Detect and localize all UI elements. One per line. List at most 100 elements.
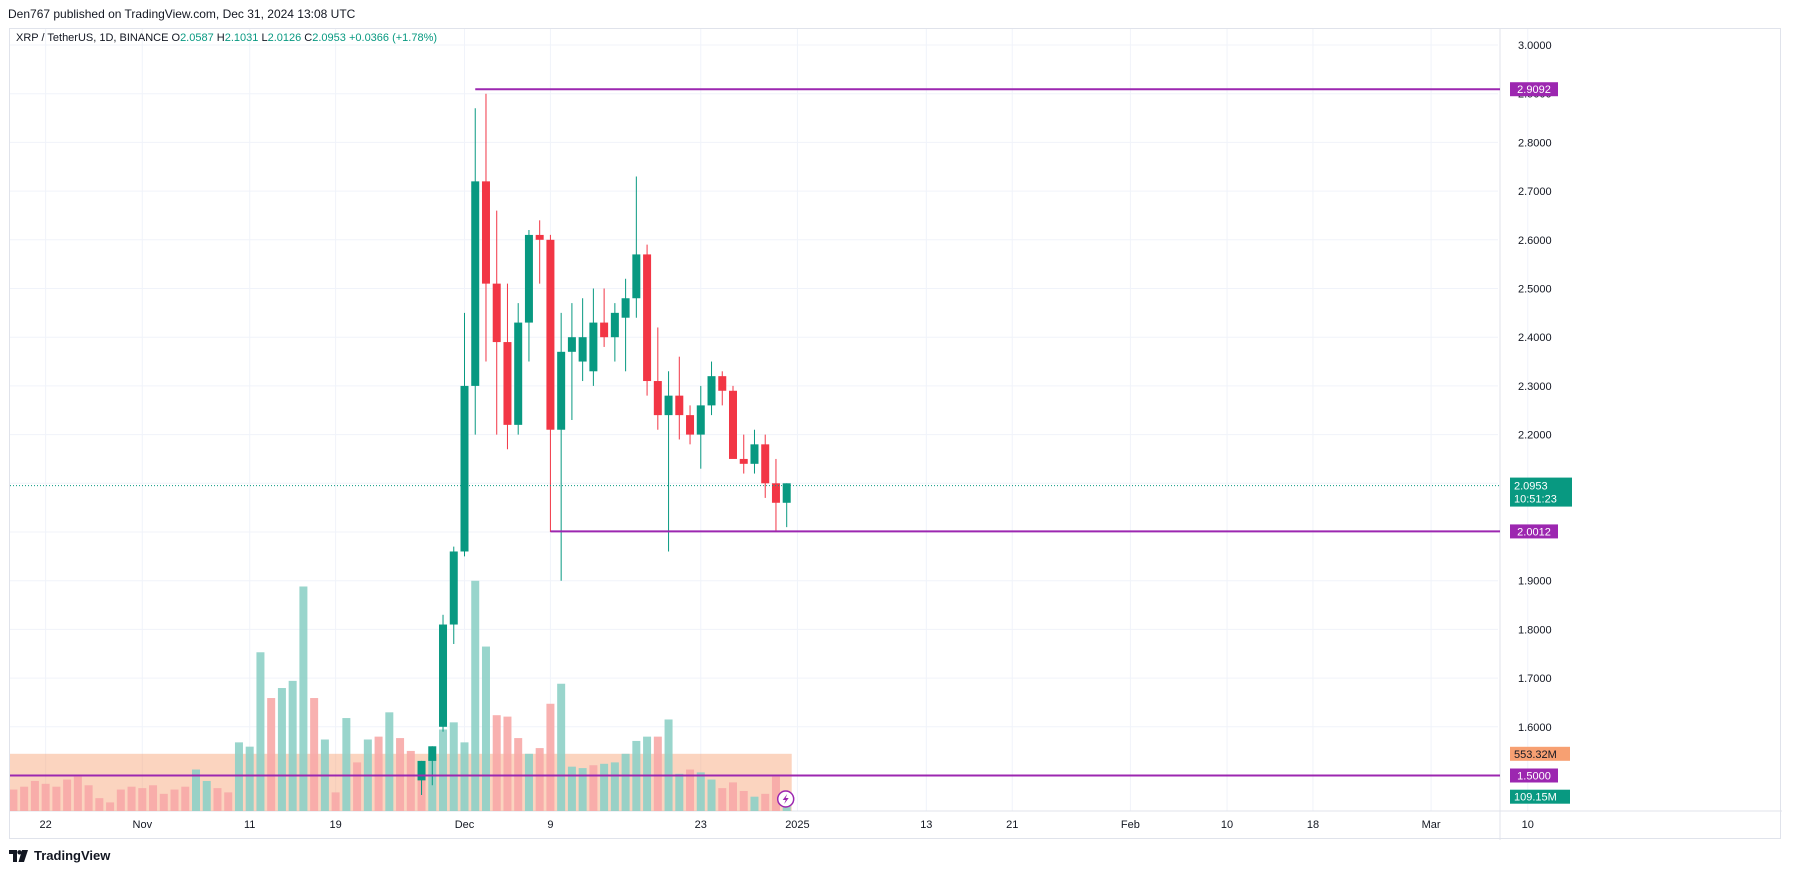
candle-body[interactable] (492, 283, 501, 343)
candle-body[interactable] (782, 483, 791, 503)
candle-body[interactable] (718, 376, 727, 391)
volume-badge (1510, 746, 1570, 761)
y-tick-label: 2.5000 (1518, 284, 1552, 296)
volume-bar (460, 742, 469, 811)
volume-bar (149, 785, 158, 811)
candle-body[interactable] (632, 254, 641, 299)
candle-body[interactable] (546, 239, 555, 430)
candle-body[interactable] (503, 342, 512, 425)
candle-body[interactable] (686, 415, 695, 435)
candle-body[interactable] (664, 395, 673, 416)
candle-body[interactable] (449, 551, 458, 625)
candle-body[interactable] (643, 254, 652, 382)
volume-bar (696, 772, 705, 811)
volume-badge-label: 109.15M (1514, 792, 1557, 804)
tradingview-footer[interactable]: TradingView (9, 848, 110, 863)
x-tick-label: Nov (133, 819, 153, 831)
volume-bar (406, 750, 415, 811)
change-value: +0.0366 (+1.78%) (349, 32, 437, 44)
volume-bar (63, 779, 72, 811)
candle-body[interactable] (535, 234, 544, 240)
x-tick-label: 11 (244, 819, 255, 831)
candle-body[interactable] (707, 376, 716, 406)
candle-body[interactable] (471, 181, 480, 386)
candle-body[interactable] (428, 746, 437, 761)
volume-bar (589, 765, 598, 811)
candle-body[interactable] (481, 181, 490, 284)
lightning-icon[interactable] (776, 790, 795, 808)
level-badge[interactable] (1510, 82, 1558, 97)
publisher-header: Den767 published on TradingView.com, Dec… (8, 7, 356, 21)
symbol-label: XRP / TetherUS, 1D, BINANCE (16, 32, 168, 44)
candle-body[interactable] (439, 624, 448, 727)
y-tick-label: 1.7000 (1518, 673, 1552, 685)
candle-body[interactable] (761, 444, 770, 484)
volume-bar (331, 792, 340, 811)
volume-bar (30, 780, 39, 811)
y-tick-label: 1.9000 (1518, 576, 1552, 588)
level-badge[interactable] (1510, 768, 1558, 783)
candle-body[interactable] (524, 234, 533, 323)
chart-frame[interactable]: 3.00002.90002.80002.70002.60002.50002.40… (9, 28, 1782, 840)
candle-body[interactable] (675, 395, 684, 416)
candle-body[interactable] (610, 312, 619, 338)
last-price-label: 2.0953 (1514, 481, 1548, 493)
volume-bar (374, 736, 383, 811)
tradingview-logo-icon (9, 849, 29, 862)
candle-body[interactable] (739, 458, 748, 464)
volume-bar (116, 789, 125, 811)
last-price-badge (1510, 477, 1572, 507)
symbol-legend[interactable]: XRP / TetherUS, 1D, BINANCE O2.0587 H2.1… (16, 32, 437, 44)
volume-bar (686, 769, 695, 811)
x-tick-label: 22 (40, 819, 52, 831)
volume-bar (10, 789, 18, 811)
y-tick-label: 2.2000 (1518, 430, 1552, 442)
volume-bar (213, 788, 222, 811)
volume-bar (718, 788, 727, 811)
level-badge-label: 2.9092 (1517, 84, 1551, 96)
candle-body[interactable] (750, 444, 759, 464)
open-value: 2.0587 (180, 32, 214, 44)
y-tick-label: 2.4000 (1518, 332, 1552, 344)
candle-body[interactable] (600, 322, 609, 338)
volume-bar (84, 785, 93, 811)
candle-body[interactable] (578, 337, 587, 362)
candle-body[interactable] (696, 405, 705, 435)
lightning-icon-bolt (782, 794, 789, 804)
candle-body[interactable] (729, 390, 737, 459)
volume-bar (707, 779, 716, 811)
volume-bar (535, 748, 544, 811)
candle-body[interactable] (567, 337, 576, 352)
volume-bar (299, 586, 308, 811)
y-tick-label: 2.6000 (1518, 235, 1552, 247)
volume-bar (557, 683, 566, 811)
x-tick-label: 23 (695, 819, 707, 831)
volume-bar (471, 580, 480, 811)
level-badge[interactable] (1510, 524, 1558, 539)
volume-bar (761, 793, 770, 811)
volume-badge-label: 553.32M (1514, 749, 1557, 761)
candle-body[interactable] (589, 322, 598, 372)
volume-bar (52, 786, 61, 811)
candle-body[interactable] (557, 351, 566, 430)
volume-bar (524, 753, 533, 811)
candle-body[interactable] (621, 298, 630, 318)
volume-bar (192, 769, 200, 811)
volume-bar (353, 762, 362, 811)
price-chart[interactable]: 3.00002.90002.80002.70002.60002.50002.40… (10, 29, 1782, 840)
volume-bar (653, 736, 662, 811)
volume-bar (621, 753, 630, 811)
candle-body[interactable] (460, 385, 469, 552)
close-label: C (304, 32, 312, 44)
low-label: L (261, 32, 267, 44)
high-value: 2.1031 (225, 32, 259, 44)
candle-body[interactable] (653, 381, 662, 416)
volume-bar (277, 688, 286, 811)
tradingview-brand: TradingView (34, 848, 111, 863)
candle-body[interactable] (514, 322, 523, 425)
candle-body[interactable] (417, 760, 426, 781)
volume-bar (127, 786, 136, 811)
volume-bar (20, 786, 29, 811)
candle-body[interactable] (771, 483, 780, 503)
volume-bar (138, 788, 147, 811)
